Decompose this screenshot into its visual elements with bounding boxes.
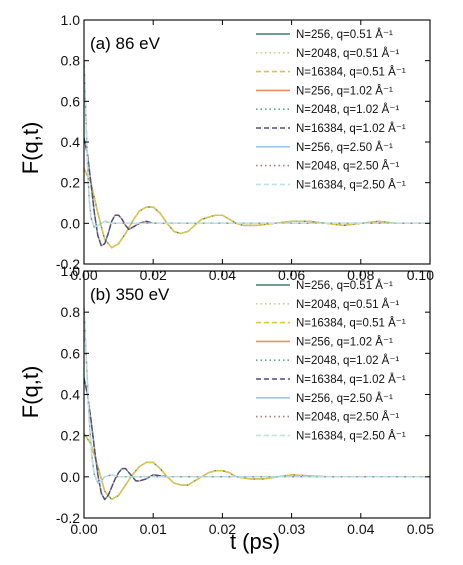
- panel-a-series-line-4: [84, 137, 430, 247]
- panel-b-xtick-label: 0.02: [209, 521, 236, 537]
- panel-a-ytick-label: 0.8: [61, 53, 81, 69]
- panel-b-series-line-9: [84, 307, 430, 484]
- panel-b-ytick-label: 0.4: [61, 387, 81, 403]
- panel-b-legend-label: N=256, q=0.51 Å⁻¹: [296, 279, 393, 292]
- panel-b-ytick-label: 0.6: [61, 345, 81, 361]
- panel-a-legend-label: N=16384, q=0.51 Å⁻¹: [296, 66, 406, 79]
- panel-a-ytick-label: -0.2: [56, 256, 80, 272]
- panel-a-legend-label: N=256, q=0.51 Å⁻¹: [296, 28, 393, 41]
- panel-b-legend-label: N=2048, q=1.02 Å⁻¹: [296, 354, 399, 367]
- panel-b-legend-label: N=256, q=2.50 Å⁻¹: [296, 392, 393, 405]
- panel-b-ylabel: F(q,t): [18, 366, 43, 419]
- panel-a-ytick-label: 1.0: [61, 12, 81, 28]
- panel-b-xtick-label: 0.00: [70, 521, 97, 537]
- panel-b-legend-label: N=16384, q=0.51 Å⁻¹: [296, 317, 406, 330]
- panel-b-ytick-label: 0.0: [61, 469, 81, 485]
- panel-b-legend-label: N=2048, q=0.51 Å⁻¹: [296, 298, 399, 311]
- panel-b-ytick-label: -0.2: [56, 510, 80, 526]
- panel-b-xtick-label: 0.03: [278, 521, 305, 537]
- panel-b-xtick-label: 0.04: [347, 521, 374, 537]
- panel-b-series-line-3: [84, 432, 430, 501]
- panel-a-ylabel: F(q,t): [18, 122, 43, 175]
- panel-a-legend-label: N=2048, q=2.50 Å⁻¹: [296, 160, 399, 173]
- panel-a-legend-label: N=256, q=2.50 Å⁻¹: [296, 141, 393, 154]
- panel-b-legend-label: N=16384, q=1.02 Å⁻¹: [296, 373, 406, 386]
- panel-a-series-line-6: [84, 137, 430, 247]
- panel-b: -0.2 0.0 0.2 0.4 0.6 0.8 1.0 0.00 0.01 0.02 0.03 0.…: [56, 263, 434, 537]
- panel-a-legend-label: N=16384, q=2.50 Å⁻¹: [296, 178, 406, 191]
- panel-a-series-line-5: [84, 137, 430, 247]
- panel-a-ytick-label: 0.0: [61, 215, 81, 231]
- panel-a-label: (a) 86 eV: [90, 34, 161, 53]
- panel-a-plot-area: [84, 59, 430, 249]
- panel-a-legend: N=256, q=0.51 Å⁻¹ N=2048, q=0.51 Å⁻¹ N=163…: [256, 28, 406, 191]
- panel-b-legend-label: N=256, q=1.02 Å⁻¹: [296, 335, 393, 348]
- panel-b-xtick-label: 0.01: [140, 521, 167, 537]
- panel-b-legend: N=256, q=0.51 Å⁻¹ N=2048, q=0.51 Å⁻¹ N=163…: [256, 279, 406, 442]
- panel-b-series-line-2: [84, 432, 430, 501]
- panel-a-series-line-3: [84, 167, 430, 249]
- panel-a-legend-label: N=2048, q=0.51 Å⁻¹: [296, 47, 399, 60]
- panel-a-legend-label: N=256, q=1.02 Å⁻¹: [296, 84, 393, 97]
- panel-a-ytick-label: 0.2: [61, 175, 81, 191]
- panel-b-plot-area: [84, 307, 430, 501]
- panel-b-legend-label: N=2048, q=2.50 Å⁻¹: [296, 411, 399, 424]
- panel-b-legend-label: N=16384, q=2.50 Å⁻¹: [296, 429, 406, 442]
- panel-b-series-line-1: [84, 432, 430, 501]
- panel-a: -0.20.00.20.40.60.81.00.00 0.02 0.04 0.06 0.…: [56, 12, 434, 283]
- panel-b-xtick-label: 0.05: [407, 521, 434, 537]
- figure-xlabel: t (ps): [230, 529, 280, 554]
- panel-b-ytick-label: 0.2: [61, 428, 81, 444]
- panel-a-series-line-9: [84, 59, 430, 229]
- panel-a-ytick-label: 0.4: [61, 134, 81, 150]
- panel-b-ytick-label: 1.0: [61, 263, 81, 279]
- panel-b-ytick-label: 0.8: [61, 304, 81, 320]
- panel-b-label: (b) 350 eV: [90, 285, 170, 304]
- panel-a-legend-label: N=16384, q=1.02 Å⁻¹: [296, 122, 406, 135]
- panel-a-ytick-label: 0.6: [61, 93, 81, 109]
- panel-a-legend-label: N=2048, q=1.02 Å⁻¹: [296, 103, 399, 116]
